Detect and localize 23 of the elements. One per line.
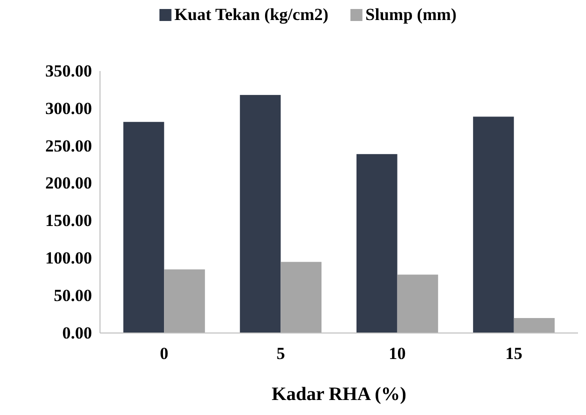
y-tick-label: 100.00 — [45, 248, 92, 268]
x-tick-label: 15 — [505, 344, 522, 364]
x-tick-label: 5 — [276, 344, 285, 364]
bar — [473, 116, 514, 333]
y-tick-label: 300.00 — [45, 98, 92, 118]
x-tick-label: 0 — [160, 344, 168, 364]
y-tick-label: 150.00 — [45, 211, 92, 230]
bar — [240, 94, 281, 333]
y-tick-label: 200.00 — [45, 174, 92, 193]
y-tick-label: 350.00 — [45, 61, 92, 80]
bar — [514, 318, 555, 333]
y-tick-label: 50.00 — [54, 286, 92, 306]
legend-label: Kuat Tekan (kg/cm2) — [174, 5, 328, 24]
y-tick-label: 0.00 — [62, 323, 92, 342]
bar — [356, 154, 398, 333]
bar — [164, 269, 205, 333]
bar — [280, 262, 322, 333]
x-axis-title: Kadar RHA (%) — [272, 384, 406, 405]
bar — [397, 274, 438, 333]
y-tick-label: 250.00 — [45, 136, 92, 156]
legend-label: Slump (mm) — [365, 5, 457, 24]
x-tick-label: 10 — [388, 344, 406, 364]
bar — [123, 122, 164, 333]
